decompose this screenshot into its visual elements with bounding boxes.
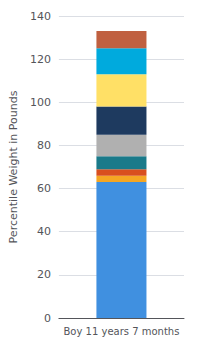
svg-text:80: 80 [37, 139, 51, 152]
svg-text:40: 40 [37, 225, 51, 238]
svg-text:100: 100 [30, 96, 51, 109]
svg-text:20: 20 [37, 268, 51, 281]
svg-text:Percentile Weight in Pounds: Percentile Weight in Pounds [7, 90, 20, 243]
svg-text:140: 140 [30, 10, 51, 23]
svg-text:120: 120 [30, 53, 51, 66]
svg-text:60: 60 [37, 182, 51, 195]
svg-text:0: 0 [44, 312, 51, 325]
svg-text:Boy 11 years 7 months: Boy 11 years 7 months [64, 326, 180, 337]
